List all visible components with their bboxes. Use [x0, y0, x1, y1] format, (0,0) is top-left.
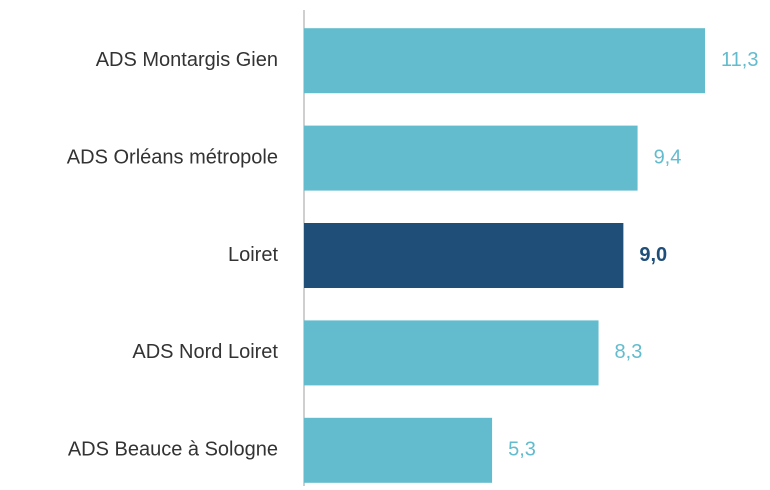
y-tick-label: ADS Montargis Gien — [96, 49, 278, 71]
data-label: 9,0 — [639, 244, 667, 266]
y-tick-label: ADS Orléans métropole — [67, 146, 278, 168]
data-label: 11,3 — [721, 49, 758, 71]
bar — [304, 320, 599, 386]
data-label: 8,3 — [615, 341, 643, 363]
y-tick-label: Loiret — [228, 244, 278, 266]
data-label: 9,4 — [654, 146, 682, 168]
bar — [304, 417, 493, 483]
bar — [304, 125, 638, 191]
y-tick-label: ADS Beauce à Sologne — [68, 439, 278, 461]
bar — [304, 28, 705, 94]
y-tick-label: ADS Nord Loiret — [132, 341, 278, 363]
bar — [304, 223, 624, 288]
data-label: 5,3 — [508, 439, 536, 461]
